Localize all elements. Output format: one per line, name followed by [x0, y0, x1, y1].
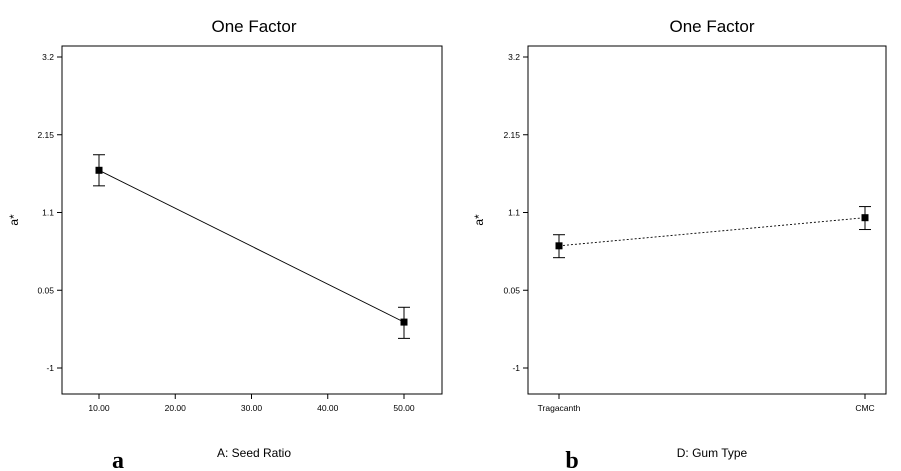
- y-tick-label-a: 2.15: [37, 130, 54, 140]
- x-axis-label-a: A: Seed Ratio: [217, 446, 291, 460]
- x-axis-label-b: D: Gum Type: [677, 446, 748, 460]
- chart-title-b: One Factor: [669, 17, 754, 36]
- y-tick-label-a: 3.2: [42, 52, 54, 62]
- panel-letter-b: b: [565, 448, 578, 471]
- plot-frame-b: [527, 45, 887, 395]
- y-tick-label-b: 0.05: [503, 285, 520, 295]
- series-line-a: [98, 169, 405, 323]
- y-axis-label-b: a*: [472, 214, 486, 226]
- data-point-b: [555, 242, 563, 250]
- series-line-b: [558, 217, 866, 247]
- y-tick-label-a: 1.1: [42, 208, 54, 218]
- x-tick-label-a: 50.00: [393, 403, 415, 413]
- plot-frame-a: [61, 45, 443, 395]
- chart-panel-a: One Factor a* A: Seed Ratio a 3.2 2.15 1.1…: [7, 17, 443, 471]
- x-tick-label-a: 40.00: [317, 403, 339, 413]
- y-tick-label-a: 0.05: [37, 285, 54, 295]
- y-tick-label-b: 1.1: [508, 208, 520, 218]
- data-point-b: [861, 214, 869, 222]
- x-tick-label-a: 30.00: [241, 403, 263, 413]
- x-tick-label-a: 10.00: [88, 403, 110, 413]
- data-point-a: [95, 166, 103, 174]
- y-tick-label-a: -1: [46, 363, 54, 373]
- y-axis-label-a: a*: [7, 214, 21, 226]
- y-tick-label-b: 3.2: [508, 52, 520, 62]
- data-point-a: [400, 318, 408, 326]
- x-tick-label-b: CMC: [855, 403, 874, 413]
- y-tick-label-b: 2.15: [503, 130, 520, 140]
- chart-title-a: One Factor: [211, 17, 296, 36]
- x-tick-label-b: Tragacanth: [538, 403, 581, 413]
- panel-letter-a: a: [112, 448, 124, 471]
- chart-panel-b: One Factor a* D: Gum Type b 3.2 2.15 1.1 0.…: [472, 17, 887, 471]
- y-tick-label-b: -1: [512, 363, 520, 373]
- x-tick-label-a: 20.00: [165, 403, 187, 413]
